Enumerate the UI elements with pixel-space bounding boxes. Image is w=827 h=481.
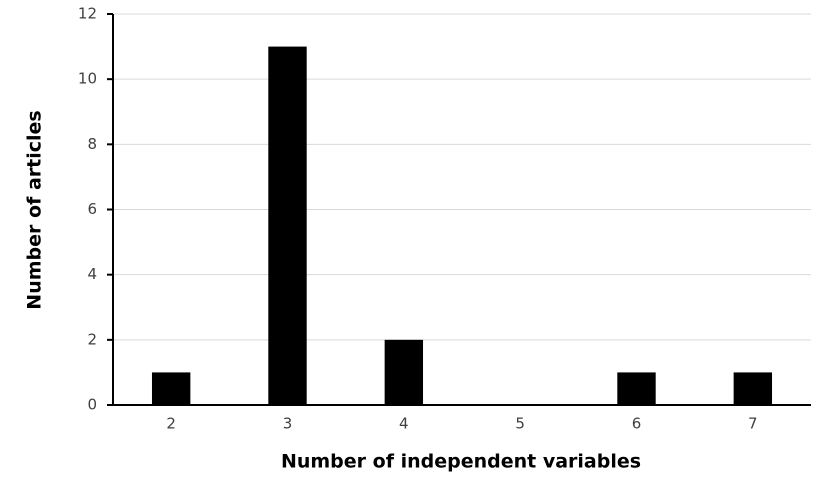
- bar: [151, 372, 191, 405]
- x-tick-label: 3: [283, 415, 293, 433]
- y-tick-label: 8: [87, 135, 97, 153]
- x-tick-label: 7: [748, 415, 758, 433]
- x-tick-label: 5: [515, 415, 525, 433]
- x-axis-title: Number of independent variables: [281, 451, 641, 473]
- y-tick-label: 6: [87, 200, 97, 218]
- y-axis-title: Number of articles: [24, 110, 46, 309]
- bar: [733, 372, 773, 405]
- y-tick-label: 0: [87, 396, 97, 414]
- x-tick-label: 6: [632, 415, 642, 433]
- bar: [268, 46, 307, 405]
- y-tick-label: 2: [87, 330, 97, 348]
- bar: [384, 339, 424, 405]
- y-tick-label: 10: [78, 70, 97, 88]
- bar: [617, 372, 656, 405]
- y-tick-label: 12: [78, 5, 97, 23]
- x-tick-label: 2: [166, 415, 176, 433]
- x-tick-label: 4: [399, 415, 409, 433]
- y-tick-label: 4: [87, 265, 97, 283]
